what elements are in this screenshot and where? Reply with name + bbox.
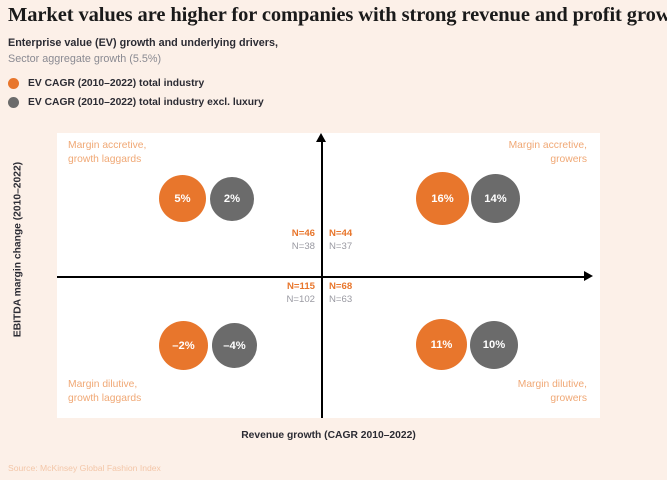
n-values-bottom-left: N=115 N=102	[286, 281, 315, 306]
bubble-bottom-left-total-industry[interactable]: –2%	[159, 321, 208, 370]
bubble-top-left-total-industry[interactable]: 5%	[159, 175, 206, 222]
bubble-bottom-right-total-industry[interactable]: 11%	[416, 319, 467, 370]
n-values-top-right: N=44 N=37	[329, 228, 352, 253]
page-title: Market values are higher for companies w…	[8, 4, 667, 26]
chart-legend: EV CAGR (2010–2022) total industry EV CA…	[8, 76, 264, 114]
n-value-secondary: N=38	[291, 240, 315, 252]
subtitle-block: Enterprise value (EV) growth and underly…	[8, 36, 278, 67]
bubble-top-right-excl-luxury[interactable]: 14%	[471, 174, 520, 223]
n-values-top-left: N=46 N=38	[292, 228, 315, 253]
n-value-secondary: N=63	[329, 293, 353, 305]
source-note: Source: McKinsey Global Fashion Index	[8, 463, 161, 473]
legend-swatch-circle-icon	[8, 78, 19, 89]
n-value-primary: N=44	[329, 228, 353, 239]
n-value-secondary: N=37	[329, 240, 353, 252]
x-axis-arrow-icon	[584, 271, 593, 281]
n-value-primary: N=46	[291, 228, 315, 239]
legend-item-excl-luxury[interactable]: EV CAGR (2010–2022) total industry excl.…	[8, 95, 264, 110]
legend-swatch-circle-icon	[8, 97, 19, 108]
quadrant-label-top-right: Margin accretive, growers	[508, 140, 587, 165]
n-value-secondary: N=102	[286, 293, 315, 305]
subtitle-primary: Enterprise value (EV) growth and underly…	[8, 37, 278, 49]
quadrant-label-top-left: Margin accretive, growth laggards	[68, 140, 147, 165]
bubble-top-right-total-industry[interactable]: 16%	[416, 172, 469, 225]
n-value-primary: N=68	[329, 281, 353, 292]
subtitle-secondary: Sector aggregate growth (5.5%)	[8, 52, 162, 65]
quadrant-label-bottom-right: Margin dilutive, growers	[517, 379, 587, 404]
bubble-top-left-excl-luxury[interactable]: 2%	[210, 177, 254, 221]
quadrant-label-bottom-left: Margin dilutive, growth laggards	[68, 379, 142, 404]
plot-area: Margin accretive, growth laggards Margin…	[57, 133, 600, 418]
y-axis-title: EBITDA margin change (2010–2022)	[12, 161, 24, 338]
bubble-bottom-right-excl-luxury[interactable]: 10%	[470, 321, 518, 369]
legend-item-total-industry[interactable]: EV CAGR (2010–2022) total industry	[8, 76, 264, 91]
y-axis-line	[321, 142, 323, 418]
y-axis-arrow-icon	[316, 133, 326, 142]
x-axis-title: Revenue growth (CAGR 2010–2022)	[241, 430, 416, 441]
n-values-bottom-right: N=68 N=63	[329, 281, 352, 306]
legend-item-label: EV CAGR (2010–2022) total industry excl.…	[28, 97, 264, 108]
n-value-primary: N=115	[286, 281, 315, 292]
bubble-bottom-left-excl-luxury[interactable]: –4%	[212, 323, 257, 368]
legend-item-label: EV CAGR (2010–2022) total industry	[28, 78, 205, 89]
